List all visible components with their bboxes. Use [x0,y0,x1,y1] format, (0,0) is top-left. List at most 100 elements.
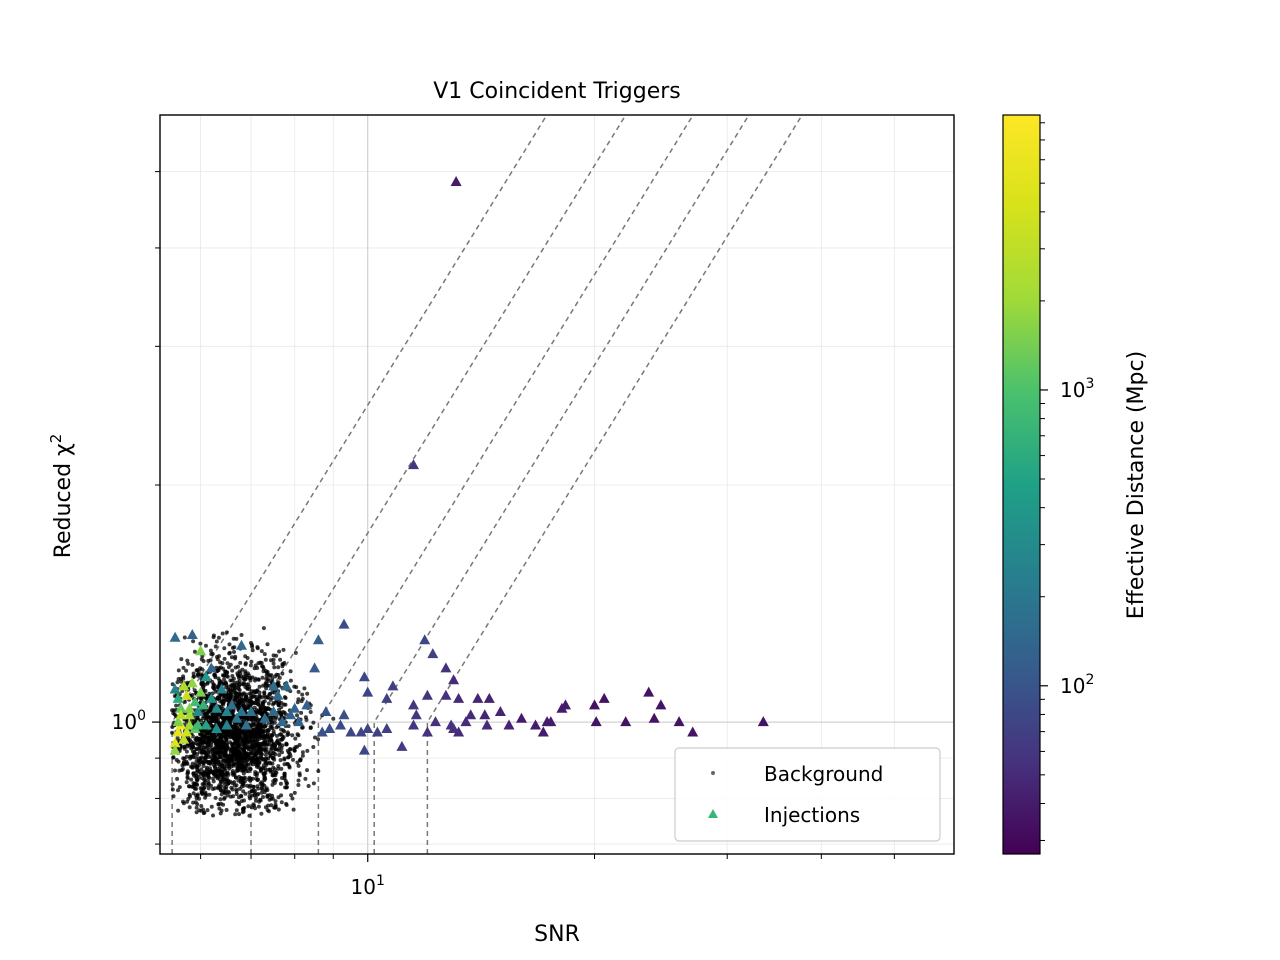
background-point [192,674,196,679]
background-point [281,662,286,667]
background-point [239,794,244,799]
background-point [216,676,221,681]
injection-point [192,719,204,730]
background-point [256,677,261,682]
background-point [305,691,310,696]
background-point [296,783,301,787]
background-point [272,805,277,810]
injection-point [516,712,527,723]
background-point [255,646,260,651]
background-point [268,673,272,678]
background-point [296,778,301,783]
colorbar-label: Effective Distance (Mpc) [1124,351,1149,619]
background-point [189,740,194,744]
background-point [195,672,200,677]
injection-point [184,702,195,713]
legend: Background Injections [674,747,941,842]
background-point [225,674,230,679]
background-point [248,761,253,766]
background-point [188,756,193,761]
background-point [235,671,240,676]
background-point [211,683,216,687]
legend-injections-marker [708,809,718,818]
background-point [252,730,257,735]
background-point [296,697,301,702]
background-point [198,737,203,741]
x-tick-labels: 101 [351,873,385,899]
background-point [296,763,301,768]
background-point [239,750,244,755]
background-point [187,805,192,810]
background-point [207,792,212,797]
background-point [271,751,276,756]
injection-point [687,726,699,737]
background-point [208,648,213,653]
background-point [262,737,267,742]
background-point [279,705,284,710]
background-point [237,728,242,733]
background-point [230,781,235,786]
background-point [288,747,293,751]
background-point [213,795,218,800]
injection-point [430,716,441,727]
background-point [236,800,241,805]
background-point [287,764,292,769]
background-point [185,658,190,663]
background-point [212,673,217,678]
background-point [211,813,215,818]
background-point [259,790,264,795]
background-point [256,786,261,791]
background-point [191,800,196,805]
background-point [269,803,274,808]
background-point [272,731,276,736]
background-point [226,731,231,736]
background-point [206,748,211,753]
background-point [227,753,232,758]
background-point [227,761,232,766]
background-point [246,746,251,751]
background-point [222,741,227,746]
injection-point [293,716,305,727]
background-point [201,716,205,721]
background-point [184,754,189,759]
background-point [227,651,232,656]
background-point [182,744,187,749]
injection-point [192,706,204,716]
background-point [277,699,282,704]
injection-point [189,696,201,707]
background-point [224,744,229,749]
background-point [256,702,261,707]
legend-background-marker [711,771,715,775]
background-point [255,717,260,722]
background-point [224,808,229,812]
injection-point [312,634,324,645]
background-point [242,674,247,679]
injection-point [396,740,408,751]
injection-point [530,719,541,730]
background-point [292,748,297,753]
background-point [244,754,249,759]
injection-point [643,686,655,697]
y-tick-labels: 100 [112,708,146,734]
background-point [242,798,246,803]
injection-point [197,699,209,710]
background-point [296,689,301,694]
injection-point [169,631,181,642]
background-point [201,659,206,664]
background-point [184,668,189,673]
background-point [232,741,237,746]
background-point [252,694,257,699]
background-point [241,762,245,767]
background-point [264,673,269,678]
background-point [217,755,222,760]
background-point [236,766,241,771]
background-point [297,773,302,778]
background-point [304,717,309,722]
background-point [265,734,270,739]
injection-point [345,726,357,737]
background-point [218,797,223,802]
background-point [256,792,261,796]
injection-point [320,706,332,716]
background-point [300,696,305,701]
